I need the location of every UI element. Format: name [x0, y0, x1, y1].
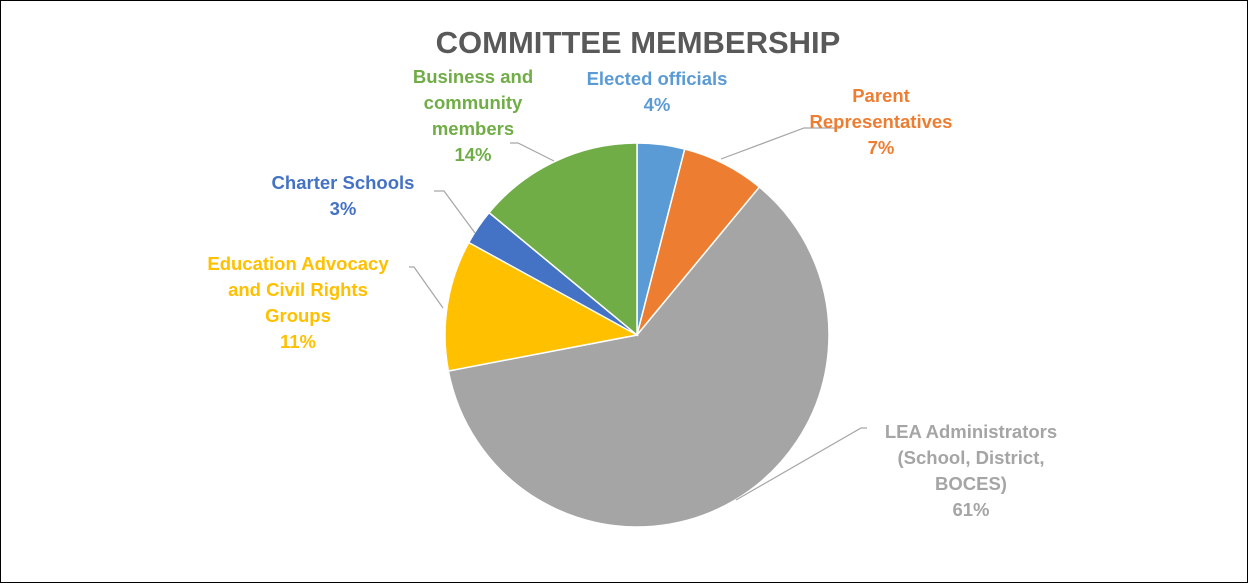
- data-label-percent: 7%: [868, 137, 895, 158]
- data-label-charter-schools: Charter Schools 3%: [272, 172, 415, 219]
- leader-line-education-advocacy: [409, 266, 444, 309]
- data-label-name-line: members: [432, 118, 514, 139]
- data-label-parent-representatives: Parent Representatives 7%: [810, 85, 953, 158]
- leader-line-lea-administrators: [735, 427, 867, 501]
- leader-line-business-community: [510, 142, 555, 162]
- data-label-name-line: and Civil Rights: [228, 279, 368, 300]
- data-label-name-line: BOCES): [935, 473, 1007, 494]
- data-label-percent: 14%: [454, 144, 491, 165]
- data-label-education-advocacy: Education Advocacy and Civil Rights Groups…: [207, 253, 389, 352]
- data-label-name-line: LEA Administrators: [885, 421, 1057, 442]
- data-label-lea-administrators: LEA Administrators (School, District, BOCE…: [885, 421, 1057, 520]
- pie-slices: [444, 142, 830, 528]
- data-label-percent: 61%: [952, 499, 989, 520]
- data-label-name-line: Representatives: [810, 111, 953, 132]
- data-label-name-line: (School, District,: [898, 447, 1045, 468]
- data-label-name-line: Elected officials: [587, 68, 728, 89]
- leader-line-charter-schools: [434, 190, 476, 234]
- data-label-business-community: Business and community members 14%: [413, 66, 533, 165]
- data-label-percent: 3%: [330, 198, 357, 219]
- leader-line-parent-representatives: [720, 127, 841, 160]
- data-label-name-line: Parent: [852, 85, 910, 106]
- data-label-name-line: Business and: [413, 66, 533, 87]
- data-label-percent: 11%: [280, 331, 316, 352]
- data-label-name-line: Charter Schools: [272, 172, 415, 193]
- data-label-name-line: Education Advocacy: [207, 253, 389, 274]
- data-label-elected-officials: Elected officials 4%: [587, 68, 728, 115]
- pie-slice-business-community: [488, 142, 638, 337]
- data-labels: Elected officials 4% Parent Representatives…: [207, 66, 1057, 520]
- leader-lines: [409, 127, 867, 501]
- pie-slice-education-advocacy: [444, 241, 640, 372]
- data-label-name-line: Groups: [265, 305, 331, 326]
- chart-title: COMMITTEE MEMBERSHIP: [436, 25, 841, 60]
- pie-slice-lea-administrators: [447, 186, 830, 528]
- data-label-percent: 4%: [644, 94, 671, 115]
- data-label-name-line: community: [424, 92, 523, 113]
